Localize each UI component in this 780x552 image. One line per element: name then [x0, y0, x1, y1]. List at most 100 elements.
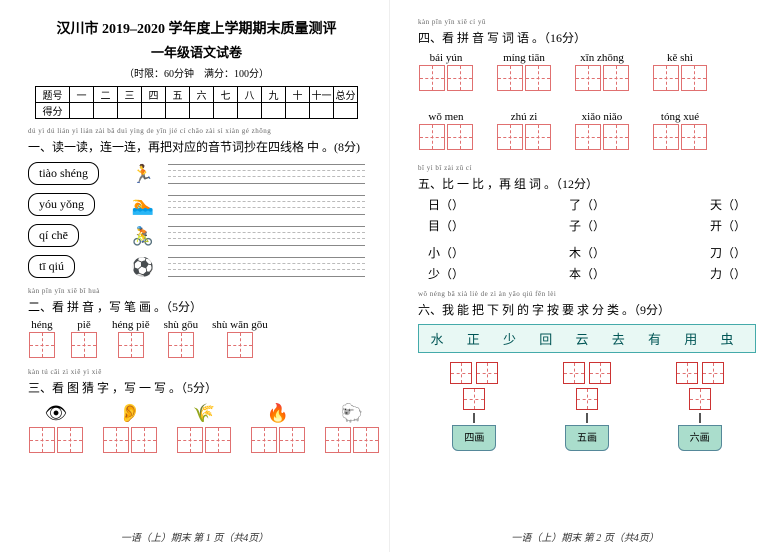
tianzige-box	[131, 427, 157, 453]
q5-char: 刀	[710, 244, 722, 261]
q5-char: 小	[428, 244, 440, 261]
q4-label: kě shì	[652, 52, 708, 64]
q3-items: 👁 👂 🌾 🔥 🐑	[28, 400, 365, 457]
tianzige-box	[497, 124, 523, 150]
q4-label: zhú zi	[496, 111, 552, 123]
q1-ruby: dú yì dú lián yì lián zài bǎ duì yìng de…	[28, 127, 365, 135]
tianzige-box	[168, 332, 194, 358]
tianzige-box	[71, 332, 97, 358]
q5-char: 开	[710, 217, 722, 234]
tianzige-box	[227, 332, 253, 358]
q5-char: 目	[428, 217, 440, 234]
score-table: 题号一二 三四五 六七八 九十十一 总分 得分	[35, 86, 358, 119]
tianzige-box	[497, 65, 523, 91]
tianzige-box	[653, 124, 679, 150]
q5-char: 子	[569, 217, 581, 234]
q6-pots: 四画 五画 六画	[418, 361, 756, 451]
score-value-row: 得分	[36, 103, 358, 119]
q5-char: 本	[569, 265, 581, 282]
tianzige-box	[118, 332, 144, 358]
q1-word: yóu yǒng	[28, 193, 95, 216]
tianzige-box	[447, 124, 473, 150]
rice-icon: 🌾	[191, 400, 217, 426]
q4-label: bái yún	[418, 52, 474, 64]
writing-lines	[168, 164, 365, 184]
q5-char: 天	[710, 196, 722, 213]
writing-lines	[168, 195, 365, 215]
tianzige-box	[29, 332, 55, 358]
q6-title: 六、我 能 把 下 列 的 字 按 要 求 分 类 。（9分）	[418, 301, 756, 318]
q6-char-strip: 水 正 少 回 云 去 有 用 虫	[418, 324, 756, 353]
tianzige-box	[575, 124, 601, 150]
tianzige-box	[525, 124, 551, 150]
exam-meta: （时限：60分钟 满分：100分）	[28, 65, 365, 80]
q5-char: 木	[569, 244, 581, 261]
tianzige-box	[603, 65, 629, 91]
q4-label: míng tiān	[496, 52, 552, 64]
q4-grid: bái yún míng tiān xīn zhōng kě shì wǒ me…	[418, 52, 756, 154]
swimming-icon: 🏊	[130, 192, 156, 218]
q4-ruby: kàn pīn yīn xiě cí yǔ	[418, 18, 756, 26]
tianzige-box	[251, 427, 277, 453]
writing-lines	[168, 226, 365, 246]
tianzige-box	[653, 65, 679, 91]
writing-lines	[168, 257, 365, 277]
tianzige-box	[103, 427, 129, 453]
q5-title: 五、比 一 比 ，再 组 词 。（12分）	[418, 175, 756, 192]
q5-char: 力	[710, 265, 722, 282]
fire-icon: 🔥	[265, 400, 291, 426]
q1-word: tī qiú	[28, 255, 75, 278]
q5-char: 少	[428, 265, 440, 282]
q4-title: 四、看 拼 音 写 词 语 。（16分）	[418, 29, 756, 46]
running-icon: 🏃	[130, 161, 156, 187]
tianzige-box	[525, 65, 551, 91]
q2-items: héng piě héng piě shù gōu shù wān gōu	[28, 319, 365, 362]
tianzige-box	[419, 65, 445, 91]
tianzige-box	[353, 427, 379, 453]
q2-label: shù wān gōu	[212, 319, 268, 331]
sheep-icon: 🐑	[339, 400, 365, 426]
tianzige-box	[177, 427, 203, 453]
pot-item: 五画	[554, 361, 620, 451]
q2-label: héng piě	[112, 319, 150, 331]
football-icon: ⚽	[130, 254, 156, 280]
q4-label: xiǎo niǎo	[574, 111, 630, 123]
tianzige-box	[681, 124, 707, 150]
q1-word: tiào shéng	[28, 162, 99, 185]
q5-char: 日	[428, 196, 440, 213]
q4-label: wǒ men	[418, 111, 474, 123]
ear-icon: 👂	[117, 400, 143, 426]
tianzige-box	[205, 427, 231, 453]
footer-left: 一语（上）期末 第 1 页（共4页）	[0, 529, 389, 544]
q6-ruby: wǒ néng bǎ xià liè de zì àn yāo qiú fēn …	[418, 290, 756, 298]
q2-title: 二、看 拼 音 ，写 笔 画 。（5分）	[28, 298, 365, 315]
q5-char: 了	[569, 196, 581, 213]
tianzige-box	[279, 427, 305, 453]
pot-item: 四画	[441, 361, 507, 451]
tianzige-box	[29, 427, 55, 453]
q1-body: tiào shéng 🏃 yóu yǒng 🏊 qí chē 🚴 tī qiú …	[28, 159, 365, 281]
cycling-icon: 🚴	[130, 223, 156, 249]
tianzige-box	[325, 427, 351, 453]
tianzige-box	[447, 65, 473, 91]
tianzige-box	[575, 65, 601, 91]
q5-ruby: bǐ yì bǐ zài zǔ cí	[418, 164, 756, 172]
tianzige-box	[603, 124, 629, 150]
pot-label: 四画	[452, 425, 496, 451]
eye-icon: 👁	[43, 400, 69, 426]
q4-label: xīn zhōng	[574, 52, 630, 64]
pot-item: 六画	[667, 361, 733, 451]
q3-title: 三、看 图 猜 字 ，写 一 写 。（5分）	[28, 379, 365, 396]
exam-title: 汉川市 2019–2020 学年度上学期期末质量测评	[28, 18, 365, 38]
exam-subtitle: 一年级语文试卷	[28, 42, 365, 61]
pot-label: 六画	[678, 425, 722, 451]
q2-ruby: kàn pīn yīn xiě bǐ huà	[28, 287, 365, 295]
q2-label: héng	[28, 319, 56, 331]
tianzige-box	[419, 124, 445, 150]
footer-right: 一语（上）期末 第 2 页（共4页）	[390, 529, 780, 544]
q1-title: 一、读一读，连一连，再把对应的音节词抄在四线格 中 。(8分)	[28, 138, 365, 155]
q1-word: qí chē	[28, 224, 79, 247]
page-2: kàn pīn yīn xiě cí yǔ 四、看 拼 音 写 词 语 。（16…	[390, 0, 780, 552]
tianzige-box	[57, 427, 83, 453]
page-1: 汉川市 2019–2020 学年度上学期期末质量测评 一年级语文试卷 （时限：6…	[0, 0, 390, 552]
